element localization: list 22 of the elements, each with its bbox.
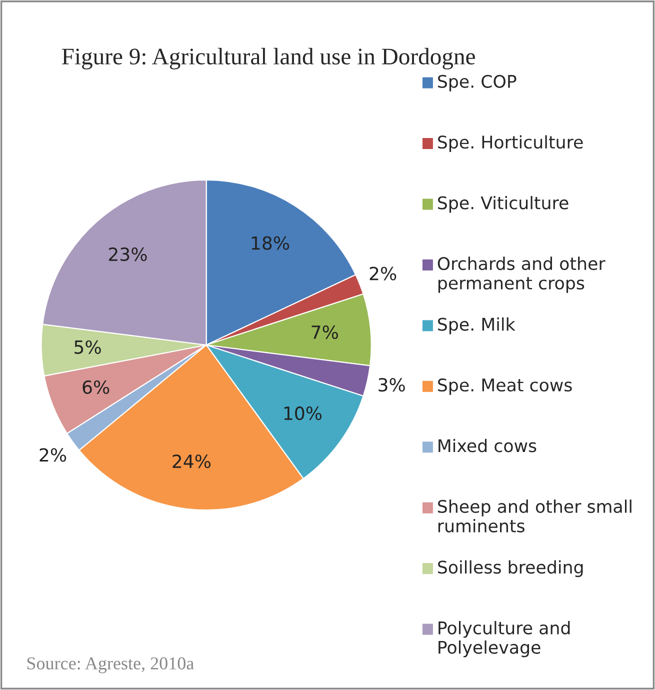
- chart-title: Figure 9: Agricultural land use in Dordogne: [62, 48, 475, 70]
- data-label: 7%: [312, 325, 338, 340]
- data-label: 5%: [74, 340, 101, 354]
- legend-label: Orchards and other permanent crops: [438, 256, 606, 293]
- legend-label: Spe. COP: [438, 74, 516, 92]
- data-label: 10%: [284, 406, 322, 420]
- legend-label: Soilless breeding: [438, 560, 583, 578]
- data-label: 18%: [252, 236, 290, 250]
- legend-label: Mixed cows: [438, 438, 536, 452]
- data-label: 2%: [40, 448, 66, 462]
- data-label: 24%: [172, 454, 210, 468]
- legend-label: Spe. Horticulture: [438, 135, 583, 152]
- data-label: 2%: [370, 266, 396, 280]
- data-label: 6%: [82, 380, 110, 394]
- legend-label: Polyculture and Polyelevage: [438, 621, 570, 658]
- source-note: Source: Agreste, 2010a: [27, 657, 194, 674]
- data-label: 23%: [108, 247, 147, 262]
- legend-label: Sheep and other small ruminents: [438, 500, 632, 532]
- legend-label: Spe. Viticulture: [438, 196, 568, 213]
- legend-label: Spe. Meat cows: [438, 378, 572, 395]
- data-label: 3%: [378, 378, 405, 392]
- legend-label: Spe. Milk: [438, 317, 516, 334]
